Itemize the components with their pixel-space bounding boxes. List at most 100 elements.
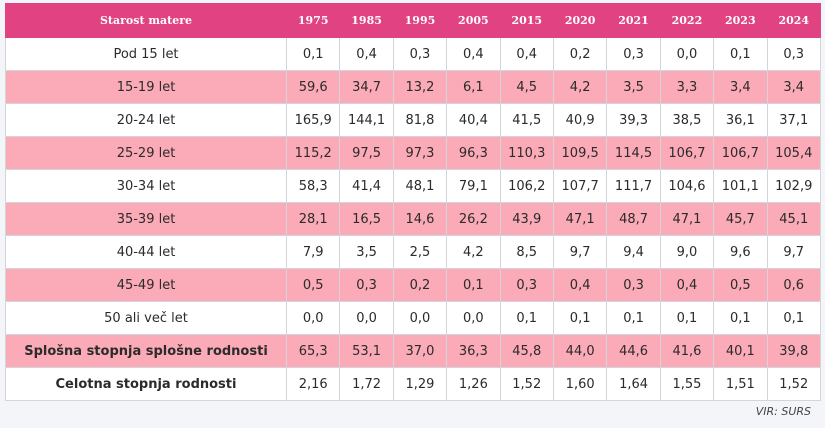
table-cell: 1,60: [552, 367, 608, 401]
table-cell: 1,64: [606, 367, 661, 401]
table-cell: 3,5: [606, 70, 661, 104]
table-cell: 0,3: [499, 268, 554, 302]
table-cell: 0,6: [766, 268, 822, 302]
table-row: 50 ali več let 0,0 0,0 0,0 0,0 0,1 0,1 0,1 0,1 0,…: [5, 301, 822, 335]
table-cell: 9,0: [659, 235, 715, 269]
table-cell: 165,9: [285, 103, 341, 137]
table-cell: 0,3: [766, 37, 822, 71]
table-cell: 0,1: [659, 301, 715, 335]
table-cell: 44,0: [552, 334, 608, 368]
table-cell: 40,4: [446, 103, 501, 137]
row-label: 20-24 let: [5, 103, 287, 137]
table-cell: 36,1: [713, 103, 768, 137]
table-cell: 48,7: [606, 202, 661, 236]
table-row: 30-34 let 58,3 41,4 48,1 79,1 106,2 107,7 111,7…: [5, 169, 822, 203]
table-cell: 0,1: [606, 301, 661, 335]
table-cell: 65,3: [285, 334, 341, 368]
table-cell: 1,52: [766, 367, 822, 401]
table-cell: 0,4: [339, 37, 394, 71]
table-cell: 97,5: [339, 136, 394, 170]
table-cell: 114,5: [606, 136, 661, 170]
column-header-year: 2024: [766, 3, 822, 38]
row-label: Splošna stopnja splošne rodnosti: [5, 334, 287, 368]
table-cell: 110,3: [499, 136, 554, 170]
table-cell: 37,1: [766, 103, 822, 137]
row-label: Pod 15 let: [5, 37, 287, 71]
table-cell: 2,5: [392, 235, 448, 269]
row-label: 25-29 let: [5, 136, 287, 170]
table-cell: 39,3: [606, 103, 661, 137]
table-cell: 13,2: [392, 70, 448, 104]
table-cell: 41,6: [659, 334, 715, 368]
table-cell: 1,51: [713, 367, 768, 401]
table-cell: 0,3: [392, 37, 448, 71]
table-cell: 0,4: [499, 37, 554, 71]
table-body: Pod 15 let 0,1 0,4 0,3 0,4 0,4 0,2 0,3 0,0 0,1 0,3…: [5, 37, 822, 401]
source-note: VIR: SURS: [755, 405, 811, 418]
table-cell: 9,7: [552, 235, 608, 269]
table-cell: 9,4: [606, 235, 661, 269]
table-row: 15-19 let 59,6 34,7 13,2 6,1 4,5 4,2 3,5 3,3 3,4 3…: [5, 70, 822, 104]
table-cell: 0,0: [446, 301, 501, 335]
table-cell: 4,5: [499, 70, 554, 104]
table-cell: 101,1: [713, 169, 768, 203]
table-cell: 0,3: [606, 37, 661, 71]
table-cell: 4,2: [552, 70, 608, 104]
table-cell: 45,7: [713, 202, 768, 236]
table-cell: 38,5: [659, 103, 715, 137]
table-cell: 0,1: [552, 301, 608, 335]
table-cell: 0,1: [713, 37, 768, 71]
table-cell: 44,6: [606, 334, 661, 368]
table-cell: 0,0: [659, 37, 715, 71]
summary-row: Celotna stopnja rodnosti 2,16 1,72 1,29 1,26…: [5, 367, 822, 401]
table-cell: 0,2: [552, 37, 608, 71]
table-cell: 16,5: [339, 202, 394, 236]
column-header-year: 2005: [446, 3, 501, 38]
fertility-table: Starost matere 1975 1985 1995 2005 2015 2020 20…: [5, 3, 822, 401]
table-cell: 14,6: [392, 202, 448, 236]
column-header-year: 2020: [552, 3, 608, 38]
table-row: Pod 15 let 0,1 0,4 0,3 0,4 0,4 0,2 0,3 0,0 0,1 0,3: [5, 37, 822, 71]
table-cell: 79,1: [446, 169, 501, 203]
table-row: 25-29 let 115,2 97,5 97,3 96,3 110,3 109,5 114,…: [5, 136, 822, 170]
table-cell: 34,7: [339, 70, 394, 104]
table-cell: 4,2: [446, 235, 501, 269]
table-cell: 0,1: [499, 301, 554, 335]
table-cell: 9,7: [766, 235, 822, 269]
table-cell: 106,7: [713, 136, 768, 170]
table-cell: 39,8: [766, 334, 822, 368]
table-cell: 0,4: [659, 268, 715, 302]
table-cell: 97,3: [392, 136, 448, 170]
row-label: 40-44 let: [5, 235, 287, 269]
table-cell: 41,5: [499, 103, 554, 137]
table-cell: 3,5: [339, 235, 394, 269]
table-cell: 0,0: [285, 301, 341, 335]
table-cell: 0,1: [766, 301, 822, 335]
table-cell: 3,4: [713, 70, 768, 104]
table-cell: 1,72: [339, 367, 394, 401]
table-cell: 6,1: [446, 70, 501, 104]
table-cell: 106,2: [499, 169, 554, 203]
table-cell: 59,6: [285, 70, 341, 104]
column-header-year: 2021: [606, 3, 661, 38]
row-label: 35-39 let: [5, 202, 287, 236]
table-cell: 36,3: [446, 334, 501, 368]
table-cell: 0,4: [552, 268, 608, 302]
table-cell: 104,6: [659, 169, 715, 203]
table-cell: 0,1: [285, 37, 341, 71]
row-label: Celotna stopnja rodnosti: [5, 367, 287, 401]
column-header-year: 2015: [499, 3, 554, 38]
table-row: 20-24 let 165,9 144,1 81,8 40,4 41,5 40,9 39,3 3…: [5, 103, 822, 137]
table-cell: 1,52: [499, 367, 554, 401]
row-label: 45-49 let: [5, 268, 287, 302]
table-cell: 45,1: [766, 202, 822, 236]
table-cell: 0,3: [606, 268, 661, 302]
table-cell: 0,3: [339, 268, 394, 302]
table-cell: 53,1: [339, 334, 394, 368]
table-cell: 48,1: [392, 169, 448, 203]
column-header-age: Starost matere: [5, 3, 287, 38]
row-label: 50 ali več let: [5, 301, 287, 335]
table-cell: 0,1: [713, 301, 768, 335]
table-cell: 0,1: [446, 268, 501, 302]
table-cell: 107,7: [552, 169, 608, 203]
